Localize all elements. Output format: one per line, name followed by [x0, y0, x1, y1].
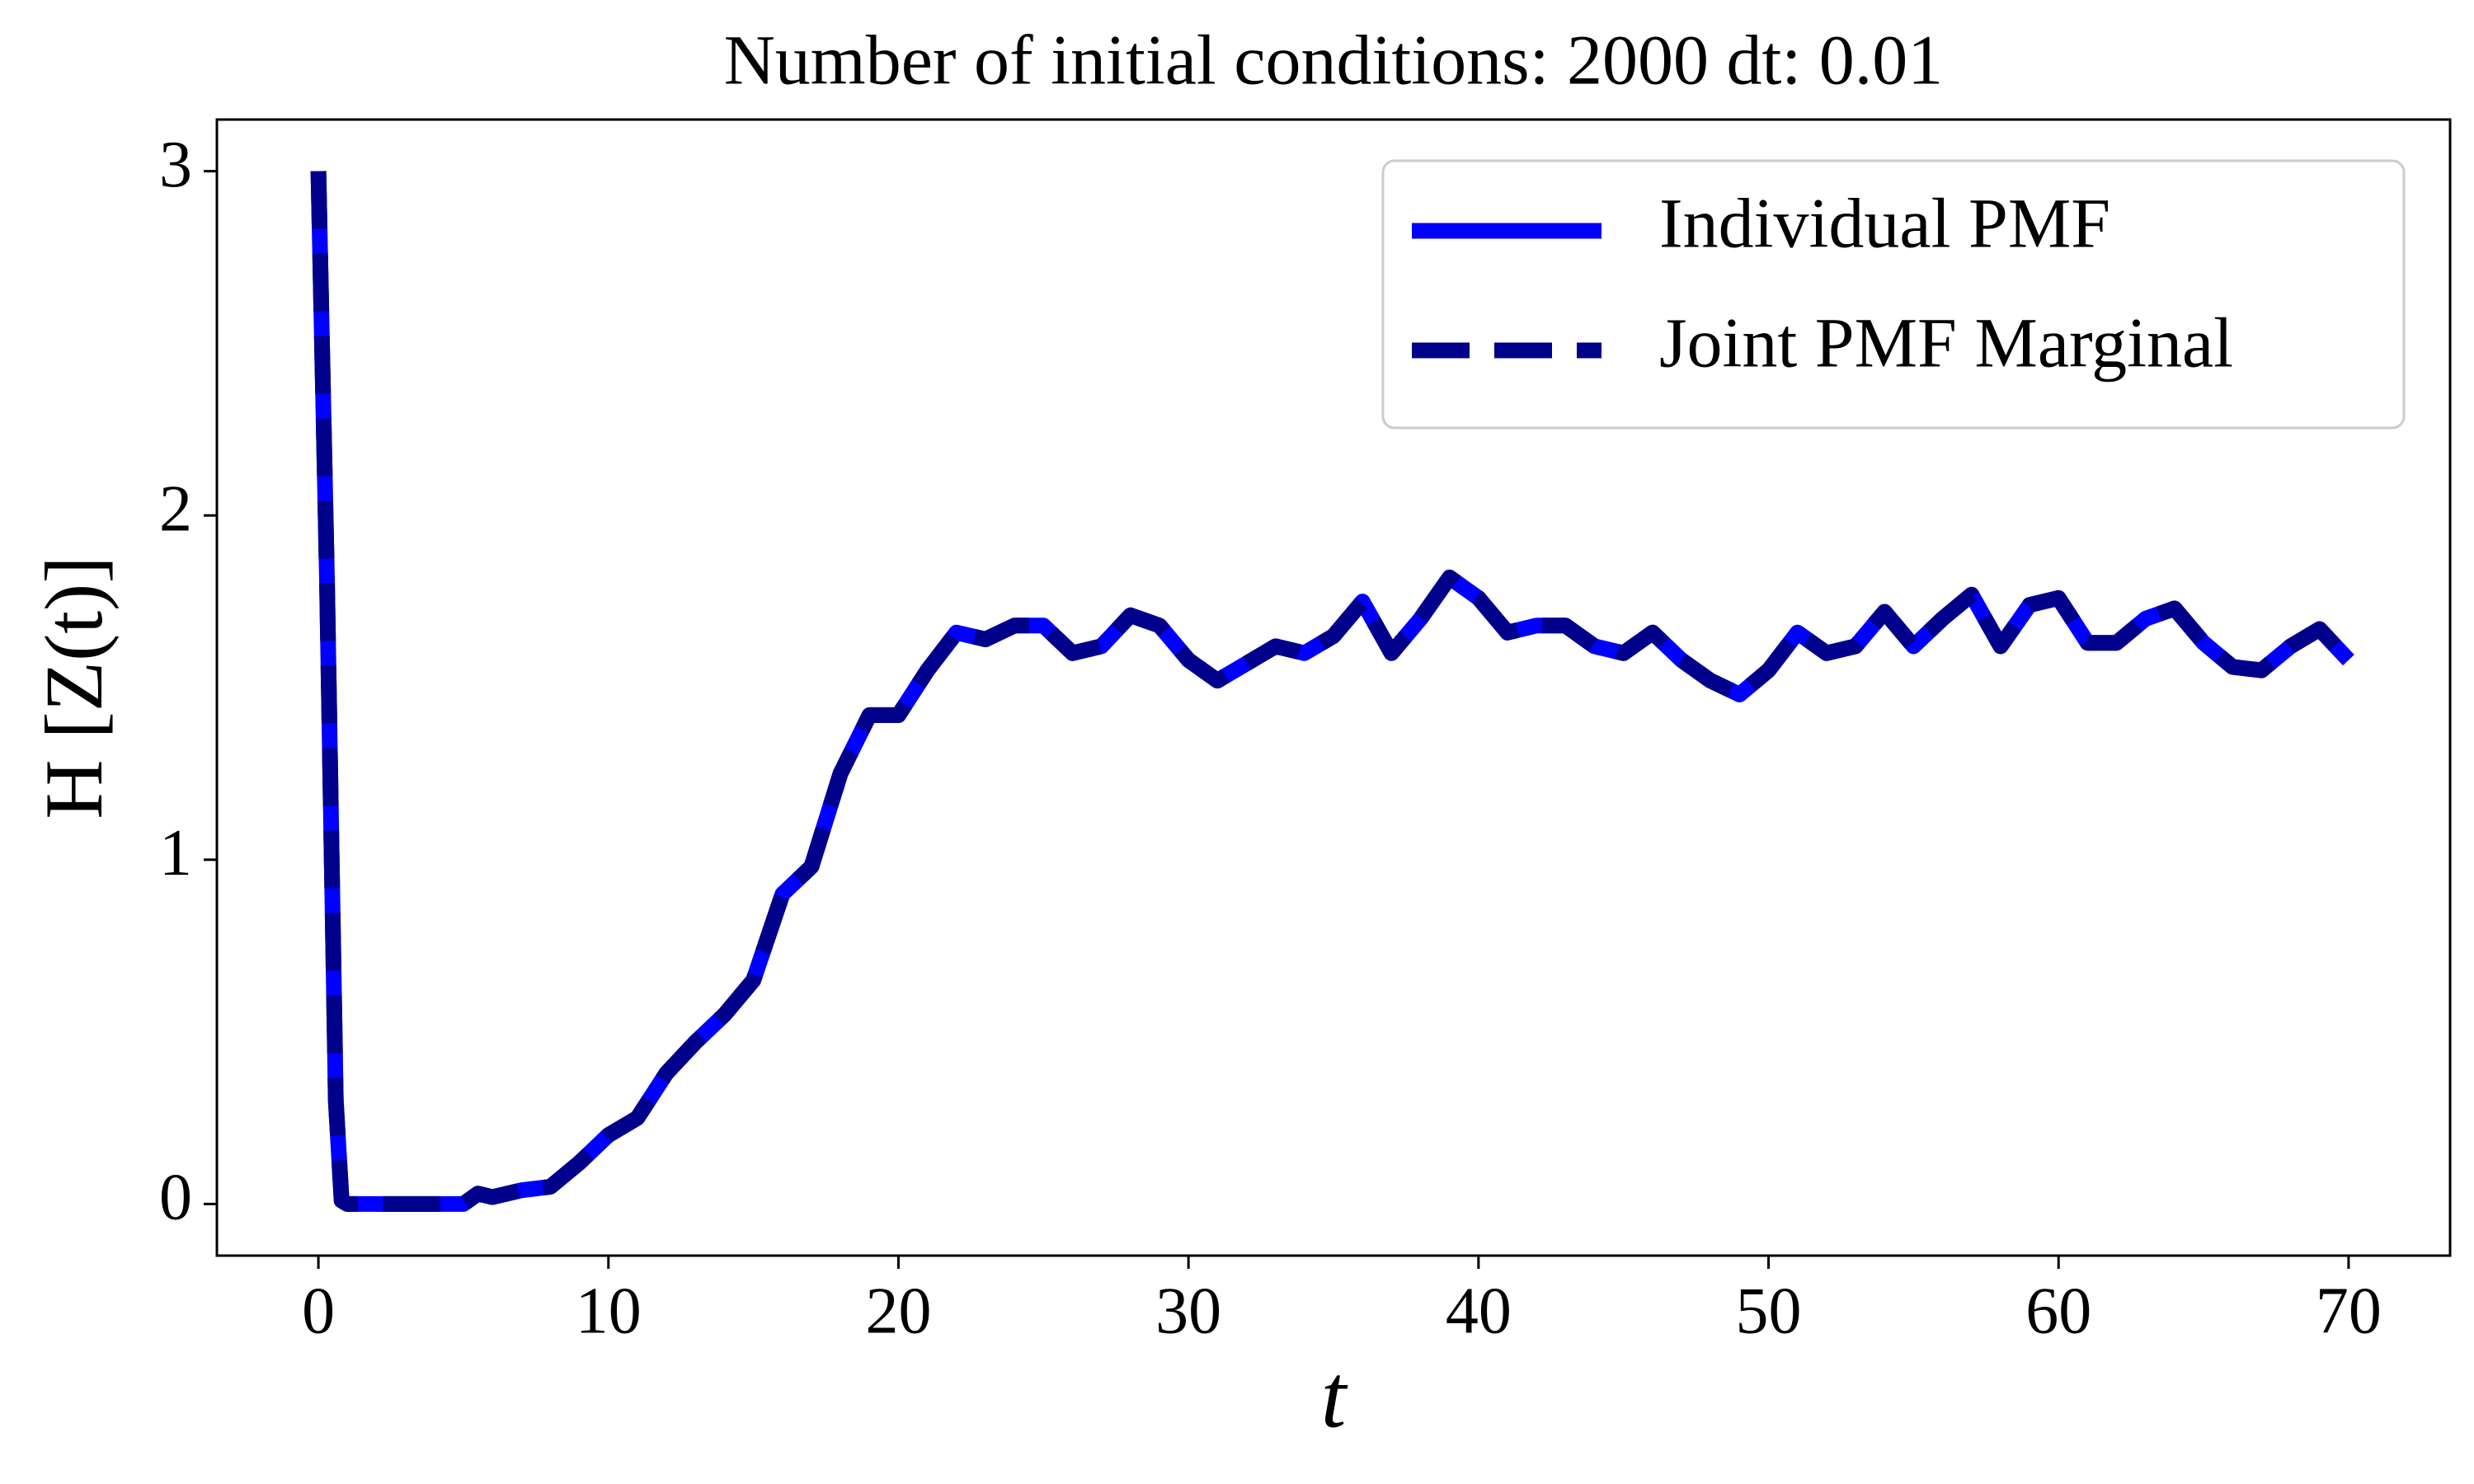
x-axis-label: t: [1321, 1345, 1348, 1446]
x-tick-label: 20: [865, 1275, 931, 1347]
x-tick-label: 10: [576, 1275, 642, 1347]
x-tick-label: 60: [2025, 1275, 2091, 1347]
y-tick-label: 0: [159, 1162, 192, 1234]
y-tick-label: 2: [159, 473, 192, 546]
x-tick-label: 70: [2316, 1275, 2382, 1347]
plot-frame: [215, 118, 2452, 1257]
line-series: [310, 171, 2354, 1212]
legend-box: [1381, 159, 2406, 430]
x-tick-label: 0: [302, 1275, 335, 1347]
x-tick-label: 40: [1446, 1275, 1512, 1347]
y-tick-label: 3: [159, 129, 192, 201]
chart-title: Number of initial conditions: 2000 dt: 0…: [724, 21, 1944, 100]
y-tick-label: 1: [159, 817, 192, 890]
x-tick-label: 50: [1736, 1275, 1802, 1347]
y-axis-label: H [Z(t)]: [28, 556, 120, 819]
legend-label: Joint PMF Marginal: [1659, 303, 2233, 383]
x-tick-label: 30: [1155, 1275, 1221, 1347]
legend-label: Individual PMF: [1659, 184, 2110, 263]
